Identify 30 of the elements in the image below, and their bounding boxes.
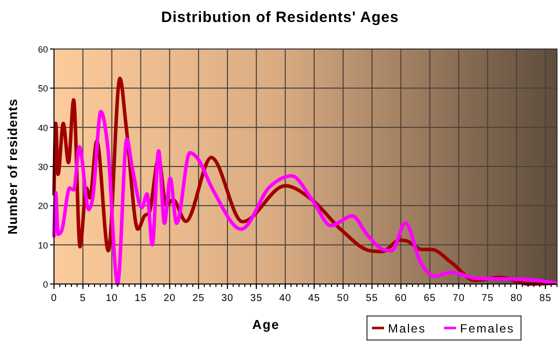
x-tick-label: 5 [80,293,86,304]
x-tick-label: 30 [221,293,234,304]
x-tick-label: 70 [452,293,465,304]
y-tick-label: 30 [38,162,48,172]
x-tick-label: 55 [366,293,378,304]
x-tick-label: 45 [308,293,320,304]
legend-label: Females [460,322,514,336]
y-tick-label: 20 [38,201,48,212]
x-tick-label: 65 [424,293,436,304]
x-tick-label: 35 [250,293,262,304]
y-tick-label: 10 [38,240,48,250]
x-tick-label: 0 [50,293,58,304]
x-tick-label: 25 [192,293,205,304]
x-tick-label: 40 [279,293,292,304]
x-tick-label: 60 [394,293,407,304]
y-tick-label: 0 [42,280,48,290]
x-tick-label: 80 [510,293,523,304]
x-tick-label: 20 [164,293,176,304]
x-tick-label: 50 [337,293,350,304]
x-axis-title: Age [252,317,280,332]
y-tick-label: 40 [38,122,48,133]
y-axis-title: Number of residents [5,98,20,234]
y-tick-label: 50 [38,84,48,94]
chart-title: Distribution of Residents' Ages [161,9,399,26]
x-tick-label: 15 [134,293,147,304]
y-tick-label: 60 [38,44,48,54]
legend-label: Males [388,322,426,336]
x-tick-label: 85 [539,293,552,304]
x-tick-label: 10 [106,293,118,304]
x-tick-label: 75 [482,293,494,304]
